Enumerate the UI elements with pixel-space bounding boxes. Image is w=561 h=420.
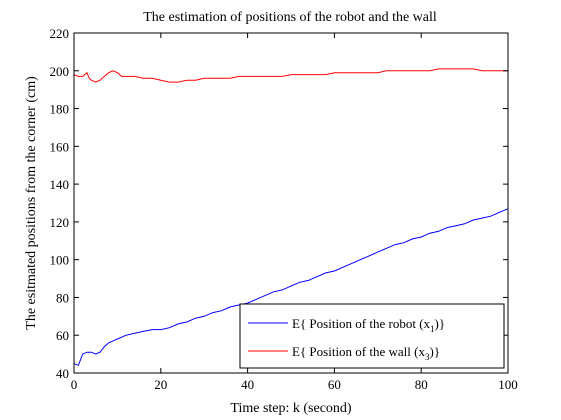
y-tick-label: 160 [50, 139, 70, 154]
x-tick-label: 80 [415, 377, 428, 392]
ticks-layer: 0 20 40 60 80 100 40 60 80 100 120 140 160 180 200 220 [50, 26, 518, 392]
series-line-2 [73, 68, 508, 83]
legend: E{ Position of the robot (x1)} E{ Positio… [239, 303, 505, 369]
y-tick-label: 40 [56, 366, 69, 381]
x-tick-label: 0 [71, 377, 78, 392]
y-tick-label: 220 [50, 26, 70, 41]
legend-label: E{ Position of the wall (x3)} [292, 344, 440, 362]
x-tick-label: 20 [154, 377, 167, 392]
y-tick-label: 100 [50, 253, 70, 268]
y-tick-label: 120 [50, 215, 70, 230]
series-layer [73, 68, 509, 367]
legend-box [239, 303, 505, 369]
y-tick-label: 80 [56, 290, 69, 305]
series-line-1 [73, 208, 509, 367]
y-tick-label: 180 [50, 102, 70, 117]
x-axis-label: Time step: k (second) [230, 401, 352, 416]
plot-frame [73, 32, 509, 374]
y-axis-label: The esitmated positions from the corner … [24, 76, 39, 330]
y-tick-label: 200 [50, 64, 70, 79]
chart-title: The estimation of positions of the robot… [143, 10, 437, 25]
x-tick-label: 40 [241, 377, 254, 392]
x-tick-label: 100 [498, 377, 518, 392]
legend-label: E{ Position of the robot (x1)} [292, 316, 445, 334]
y-tick-label: 60 [56, 328, 69, 343]
x-tick-label: 60 [328, 377, 341, 392]
y-tick-label: 140 [50, 177, 70, 192]
